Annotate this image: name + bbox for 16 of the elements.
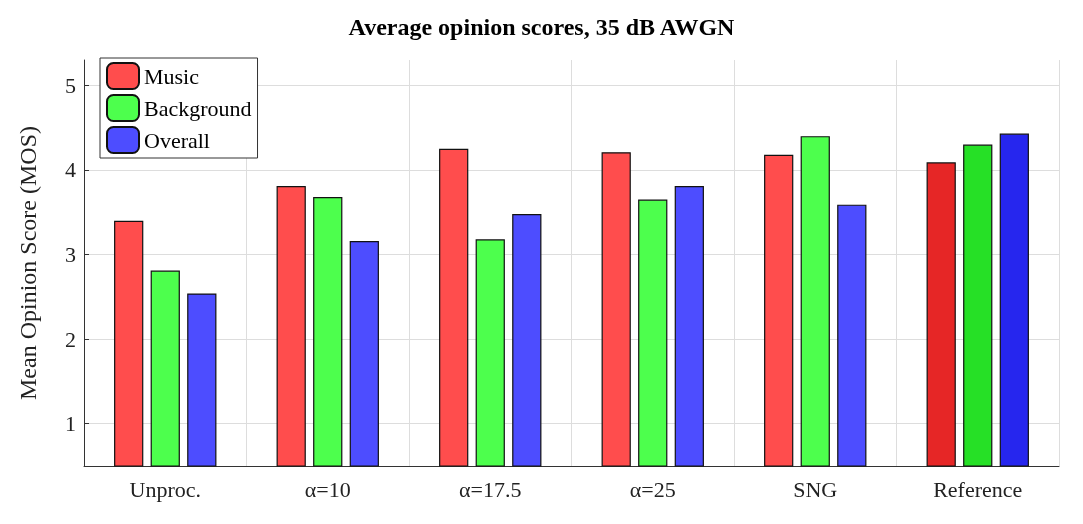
x-tick-label: α=25 (629, 476, 676, 502)
y-tick-label: 4 (65, 157, 76, 183)
chart-title: Average opinion scores, 35 dB AWGN (348, 14, 736, 40)
y-axis-title: Mean Opinion Score (MOS) (15, 126, 41, 400)
x-tick-label: Unproc. (129, 476, 201, 502)
legend-label: Background (144, 95, 252, 121)
legend-label: Music (144, 63, 200, 89)
y-tick-label: 2 (65, 326, 76, 352)
x-tick-label: SNG (793, 476, 838, 502)
y-tick-label: 5 (65, 72, 76, 98)
y-tick-label: 1 (65, 411, 76, 437)
x-tick-label: α=10 (304, 476, 351, 502)
x-tick-label: Reference (933, 476, 1023, 502)
y-tick-label: 3 (65, 242, 76, 268)
legend-label: Overall (144, 127, 210, 153)
x-tick-label: α=17.5 (459, 476, 522, 502)
